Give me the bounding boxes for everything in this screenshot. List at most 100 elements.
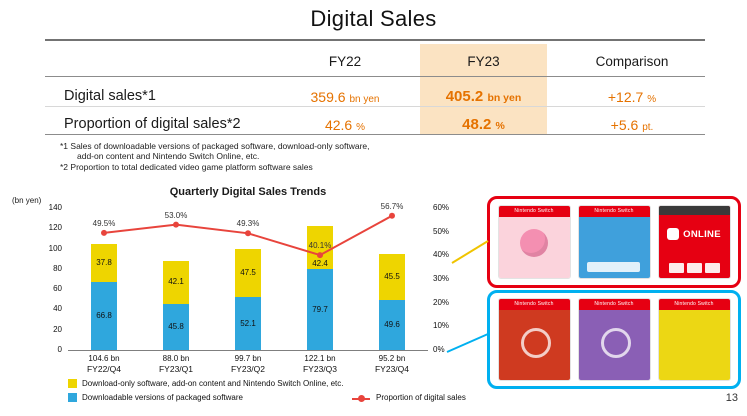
packaged-software-examples-box: Nintendo Switch Nintendo Switch Nintendo… xyxy=(487,290,741,389)
bar-value-label: 66.8 xyxy=(96,311,112,321)
bar-value-label: 45.5 xyxy=(384,271,400,281)
value-number: +5.6 xyxy=(610,117,639,133)
bar-segment-packaged xyxy=(379,299,405,350)
chart-title: Quarterly Digital Sales Trends xyxy=(169,186,327,198)
x-axis-category: FY22/Q4 xyxy=(86,364,122,374)
y2-axis-tick: 40% xyxy=(433,250,450,260)
title-underline xyxy=(45,39,705,41)
value-unit: % xyxy=(495,120,505,132)
nintendo-switch-banner: Nintendo Switch xyxy=(578,206,650,217)
x-axis-total: 122.1 bn xyxy=(304,354,336,363)
bar-value-label: 42.1 xyxy=(168,277,184,287)
column-header-fy23: FY23 xyxy=(467,54,500,69)
x-axis-category: FY23/Q3 xyxy=(302,364,338,374)
value-unit: bn yen xyxy=(487,92,522,104)
y2-axis-tick: 60% xyxy=(433,203,450,212)
x-axis-category: FY23/Q1 xyxy=(158,364,194,374)
bar-segment-packaged xyxy=(163,303,189,350)
value-number: 42.6 xyxy=(324,117,353,133)
column-header-fy22: FY22 xyxy=(328,54,362,69)
game-card-mario-kart: Nintendo Switch xyxy=(577,205,651,279)
y-axis-tick: 120 xyxy=(48,223,62,233)
x-axis-category: FY23/Q4 xyxy=(374,364,410,374)
bar-segment-addon xyxy=(307,226,333,270)
game-card-pokemon-scarlet: Nintendo Switch xyxy=(497,298,571,381)
y2-axis-tick: 30% xyxy=(433,274,450,283)
value-unit: bn yen xyxy=(349,94,380,105)
bar-segment-addon xyxy=(379,253,405,300)
table-line-bottom xyxy=(45,134,705,135)
addon-content-examples-box: Nintendo Switch Nintendo Switch ONLINE xyxy=(487,196,741,288)
line-point-label: 40.1% xyxy=(308,241,332,251)
digital-sales-fy22-value: 359.6 bn yen xyxy=(285,89,405,105)
bar-value-label: 42.4 xyxy=(312,259,328,269)
line-point xyxy=(389,212,395,219)
value-unit: % xyxy=(356,122,366,133)
nso-top-strip xyxy=(658,206,730,215)
page-title: Digital Sales xyxy=(310,6,437,31)
legend-line-dot xyxy=(358,395,365,402)
footnote-2: *2 Proportion to total dedicated video g… xyxy=(60,162,313,172)
game-card-art xyxy=(578,217,650,278)
bar-segment-addon xyxy=(235,248,261,298)
bar-segment-addon xyxy=(163,260,189,304)
game-card-pokemon-violet: Nintendo Switch xyxy=(577,298,651,381)
proportion-fy23-value: 48.2 % xyxy=(420,116,547,133)
x-axis-total: 95.2 bn xyxy=(378,354,406,363)
legend-packaged-label: Downloadable versions of packaged softwa… xyxy=(82,393,243,402)
value-number: +12.7 xyxy=(607,89,644,105)
legend-line-label: Proportion of digital sales xyxy=(376,393,466,402)
y2-axis-tick: 10% xyxy=(433,321,450,331)
y2-axis-tick: 20% xyxy=(433,297,450,307)
legend-packaged-swatch xyxy=(68,393,77,402)
y-axis-tick: 40 xyxy=(53,304,62,314)
proportion-comparison-value: +5.6 pt. xyxy=(572,117,692,133)
chart-plot-area: 66.8 37.8 45.8 42.1 52.1 47.5 79.7 42.4 49.6 45.5… xyxy=(68,202,428,351)
y-axis-tick: 20 xyxy=(53,324,62,334)
legend-addon-swatch xyxy=(68,379,77,388)
x-axis-total: 88.0 bn xyxy=(162,354,190,363)
line-point xyxy=(317,252,323,259)
line-point-label: 49.5% xyxy=(92,218,116,228)
y-axis-tick: 0 xyxy=(57,345,62,354)
quarterly-digital-sales-chart: Quarterly Digital Sales Trends (bn yen) … xyxy=(0,182,482,416)
y-axis-tick: 140 xyxy=(48,203,62,212)
nintendo-switch-banner: Nintendo Switch xyxy=(498,206,570,217)
bar-value-label: 45.8 xyxy=(168,321,184,331)
game-card-kirby: Nintendo Switch xyxy=(497,205,571,279)
nintendo-switch-online-logo: ONLINE xyxy=(659,228,730,240)
membership-cards xyxy=(659,263,730,273)
table-line-under-header xyxy=(45,76,705,77)
game-card-art xyxy=(498,310,570,380)
game-card-art xyxy=(658,310,730,380)
x-axis-total: 99.7 bn xyxy=(234,354,262,363)
value-number: 359.6 xyxy=(310,89,346,105)
table-line-mid xyxy=(45,106,705,107)
y-axis-tick: 80 xyxy=(53,263,62,273)
nintendo-switch-online-card: ONLINE xyxy=(657,205,731,279)
value-unit: pt. xyxy=(642,122,654,133)
switch-logo-icon xyxy=(667,228,680,240)
digital-sales-fy23-value: 405.2 bn yen xyxy=(420,88,547,105)
row-label-proportion: Proportion of digital sales*2 xyxy=(64,116,241,132)
line-point xyxy=(101,229,107,236)
proportion-line xyxy=(101,212,395,259)
x-axis-category: FY23/Q2 xyxy=(230,364,266,374)
row-label-digital-sales: Digital sales*1 xyxy=(64,88,156,104)
proportion-fy22-value: 42.6 % xyxy=(285,117,405,133)
bar-value-label: 37.8 xyxy=(96,258,112,268)
legend-addon-label: Download-only software, add-on content a… xyxy=(82,379,344,388)
bar-segment-packaged xyxy=(307,269,333,350)
y-axis-tick: 100 xyxy=(48,243,62,253)
game-card-art xyxy=(498,217,570,278)
footnote-1-cont: add-on content and Nintendo Switch Onlin… xyxy=(77,151,260,161)
nintendo-switch-banner: Nintendo Switch xyxy=(658,299,730,310)
line-point xyxy=(245,230,251,237)
bar-segment-packaged xyxy=(91,282,117,350)
bar-segment-addon xyxy=(91,243,117,283)
game-card-splatoon: Nintendo Switch xyxy=(657,298,731,381)
bar-value-label: 52.1 xyxy=(240,318,256,328)
game-card-art xyxy=(578,310,650,380)
line-point-label: 49.3% xyxy=(236,219,260,229)
